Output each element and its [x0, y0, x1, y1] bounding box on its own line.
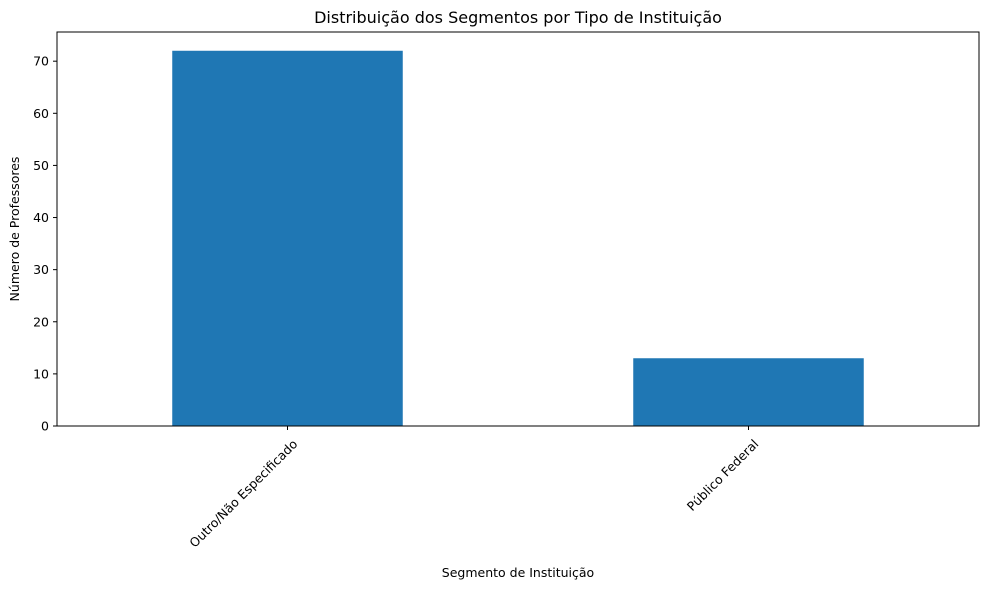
y-tick-label-7: 70 [33, 54, 49, 69]
y-tick-label-3: 30 [33, 262, 49, 277]
plot-area-frame [56, 31, 980, 427]
bar-0 [172, 50, 403, 427]
y-tick-label-4: 40 [33, 210, 49, 225]
y-tick-label-6: 60 [33, 106, 49, 121]
bars-group [172, 50, 864, 427]
bar-1 [633, 358, 864, 426]
y-axis-label: Número de Professores [7, 157, 22, 302]
y-tick-label-5: 50 [33, 158, 49, 173]
y-tick-label-0: 0 [41, 419, 49, 434]
x-axis-label: Segmento de Instituição [442, 565, 594, 580]
y-tick-label-2: 20 [33, 314, 49, 329]
y-axis-ticks: 0 10 20 30 40 50 60 70 [33, 54, 57, 434]
y-tick-label-1: 10 [33, 366, 49, 381]
chart-title: Distribuição dos Segmentos por Tipo de I… [314, 8, 722, 27]
